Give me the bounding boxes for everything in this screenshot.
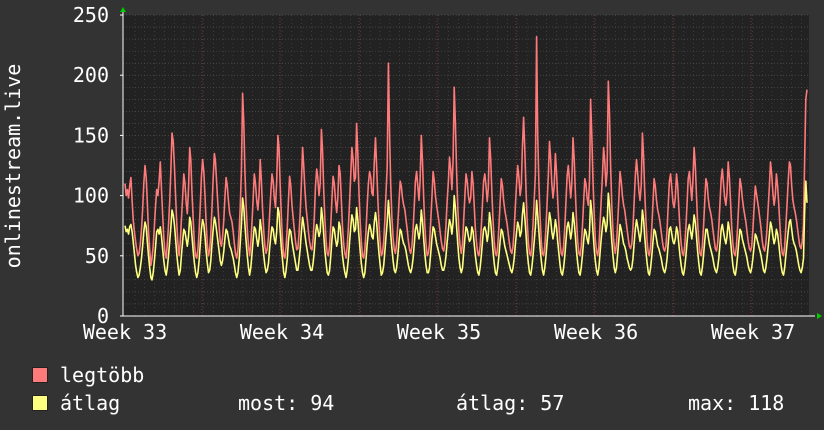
y-axis-label: onlinestream.live: [1, 64, 25, 269]
stat-max: max: 118: [688, 391, 785, 415]
series-line-atlag: [124, 180, 808, 281]
legend-label-atlag: átlag: [60, 391, 121, 415]
y-tick-label: 200: [73, 63, 109, 87]
y-tick-label: 100: [73, 184, 109, 208]
x-tick-label: Week 37: [711, 320, 795, 344]
legend-swatch-atlag: [32, 395, 48, 411]
x-tick-label: Week 33: [83, 320, 167, 344]
y-axis-arrow: [120, 7, 126, 12]
grid: [122, 14, 809, 317]
stat-current: most: 94: [238, 391, 335, 415]
x-tick-label: Week 35: [397, 320, 481, 344]
y-tick-label: 150: [73, 123, 109, 147]
plot-area: [123, 15, 809, 316]
axes: [120, 7, 822, 319]
y-tick-label: 250: [73, 3, 109, 27]
tick-labels: 0 50 100 150 200 250 Week 33 Week 34 Week 35 Week…: [73, 3, 795, 344]
x-tick-label: Week 34: [240, 320, 324, 344]
series-line-legtobb: [124, 35, 808, 267]
legend-row-avg: átlag most: 94 átlag: 57 max: 118: [32, 392, 812, 414]
legend-swatch-legtobb: [32, 367, 48, 383]
x-axis-arrow: [817, 313, 822, 319]
x-tick-label: Week 36: [554, 320, 638, 344]
y-tick-label: 0: [97, 304, 109, 328]
stat-average: átlag: 57: [456, 391, 565, 415]
legend-row-max: legtöbb: [32, 364, 432, 386]
legend-label-legtobb: legtöbb: [60, 363, 145, 387]
y-tick-label: 50: [85, 244, 109, 268]
series-layer: [124, 35, 808, 281]
